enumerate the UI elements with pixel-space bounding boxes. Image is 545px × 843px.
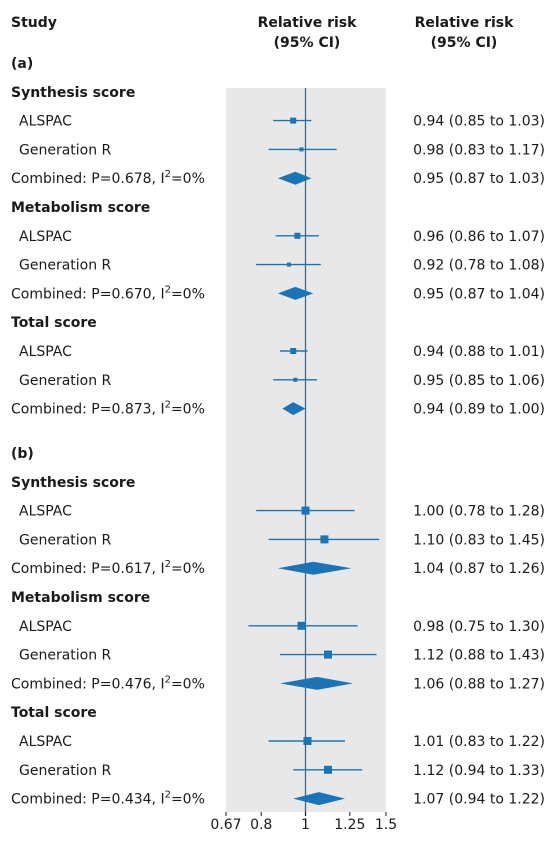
combined-label: Combined: P=0.476, I2=0%: [11, 674, 205, 692]
combined-label-main: Combined: P=0.476, I: [11, 676, 165, 692]
combined-rr-ci-value: 1.06 (0.88 to 1.27): [413, 676, 545, 692]
effect-square: [324, 650, 333, 659]
rr-ci-value: 1.00 (0.78 to 1.28): [413, 504, 545, 520]
combined-label-main: Combined: P=0.670, I: [11, 286, 165, 302]
x-tick-label: 1.5: [375, 817, 397, 833]
study-label: ALSPAC: [19, 114, 72, 130]
x-tick-label: 0.8: [250, 817, 272, 833]
combined-diamond: [293, 792, 345, 806]
effect-square: [303, 737, 312, 745]
effect-square: [320, 535, 329, 544]
combined-label-tail: =0%: [171, 676, 205, 692]
study-label: Generation R: [19, 648, 112, 664]
rr-ci-header-line1: Relative risk: [415, 15, 515, 31]
rr-ci-value: 1.10 (0.83 to 1.45): [413, 532, 545, 548]
combined-label-tail: =0%: [171, 171, 205, 187]
effect-square: [290, 117, 297, 124]
combined-label: Combined: P=0.873, I2=0%: [11, 400, 205, 418]
effect-square: [299, 147, 304, 152]
combined-label-tail: =0%: [171, 792, 205, 808]
combined-label-tail: =0%: [171, 402, 205, 418]
rr-ci-header-line2: (95% CI): [431, 35, 498, 51]
combined-label-superscript: 2: [165, 400, 171, 411]
combined-rr-ci-value: 1.07 (0.94 to 1.22): [413, 792, 545, 808]
combined-label: Combined: P=0.678, I2=0%: [11, 169, 205, 187]
combined-label-main: Combined: P=0.678, I: [11, 171, 165, 187]
combined-rr-ci-value: 0.94 (0.89 to 1.00): [413, 402, 545, 418]
panel-label: (a): [11, 56, 33, 72]
study-label: ALSPAC: [19, 344, 72, 360]
rr-ci-value: 0.96 (0.86 to 1.07): [413, 229, 545, 245]
study-label: Generation R: [19, 142, 112, 158]
group-title: Metabolism score: [11, 590, 150, 606]
combined-rr-ci-value: 1.04 (0.87 to 1.26): [413, 561, 545, 577]
combined-label: Combined: P=0.617, I2=0%: [11, 559, 205, 577]
combined-diamond: [277, 286, 314, 300]
study-label: Generation R: [19, 373, 112, 389]
study-label: Generation R: [19, 763, 112, 779]
panel-label: (b): [11, 446, 34, 462]
combined-label-main: Combined: P=0.617, I: [11, 561, 165, 577]
combined-label-superscript: 2: [165, 169, 171, 180]
combined-diamond: [280, 676, 353, 690]
rr-ci-value: 0.94 (0.85 to 1.03): [413, 114, 545, 130]
x-tick-label: 1.25: [334, 817, 365, 833]
group-title: Total score: [11, 315, 97, 331]
group-title: Total score: [11, 705, 97, 721]
rr-ci-value: 1.12 (0.88 to 1.43): [413, 648, 545, 664]
study-label: Generation R: [19, 258, 112, 274]
rr-ci-value: 0.98 (0.83 to 1.17): [413, 142, 545, 158]
rr-ci-value: 0.94 (0.88 to 1.01): [413, 344, 545, 360]
rr-ci-value: 0.95 (0.85 to 1.06): [413, 373, 545, 389]
study-label: ALSPAC: [19, 619, 72, 635]
combined-label-tail: =0%: [171, 286, 205, 302]
effect-square: [324, 765, 333, 774]
study-column-header: Study: [11, 15, 57, 31]
rr-ci-value: 0.92 (0.78 to 1.08): [413, 258, 545, 274]
rr-ci-value: 1.01 (0.83 to 1.22): [413, 734, 545, 750]
x-tick-label: 1: [301, 817, 310, 833]
effect-square: [297, 621, 306, 630]
combined-label-superscript: 2: [165, 559, 171, 570]
combined-rr-ci-value: 0.95 (0.87 to 1.04): [413, 286, 545, 302]
group-title: Synthesis score: [11, 85, 135, 101]
study-label: ALSPAC: [19, 229, 72, 245]
effect-square: [290, 348, 297, 354]
effect-square: [301, 506, 310, 515]
combined-label-main: Combined: P=0.873, I: [11, 402, 165, 418]
rr-header-line1: Relative risk: [258, 15, 358, 31]
group-title: Synthesis score: [11, 475, 135, 491]
study-label: ALSPAC: [19, 734, 72, 750]
combined-diamond: [277, 561, 352, 575]
group-title: Metabolism score: [11, 200, 150, 216]
rr-header-line2: (95% CI): [274, 35, 341, 51]
combined-rr-ci-value: 0.95 (0.87 to 1.03): [413, 171, 545, 187]
effect-square: [294, 232, 301, 239]
combined-label-superscript: 2: [165, 790, 171, 801]
combined-diamond: [282, 402, 306, 416]
rr-ci-value: 1.12 (0.94 to 1.33): [413, 763, 545, 779]
combined-label: Combined: P=0.434, I2=0%: [11, 790, 205, 808]
combined-diamond: [277, 171, 312, 185]
combined-label-tail: =0%: [171, 561, 205, 577]
effect-square: [286, 262, 291, 267]
effect-square: [293, 377, 298, 382]
rr-ci-value: 0.98 (0.75 to 1.30): [413, 619, 545, 635]
combined-label: Combined: P=0.670, I2=0%: [11, 284, 205, 302]
combined-label-main: Combined: P=0.434, I: [11, 792, 165, 808]
combined-label-superscript: 2: [165, 284, 171, 295]
x-tick-label: 0.67: [210, 817, 241, 833]
study-label: Generation R: [19, 532, 112, 548]
study-label: ALSPAC: [19, 504, 72, 520]
combined-label-superscript: 2: [165, 674, 171, 685]
